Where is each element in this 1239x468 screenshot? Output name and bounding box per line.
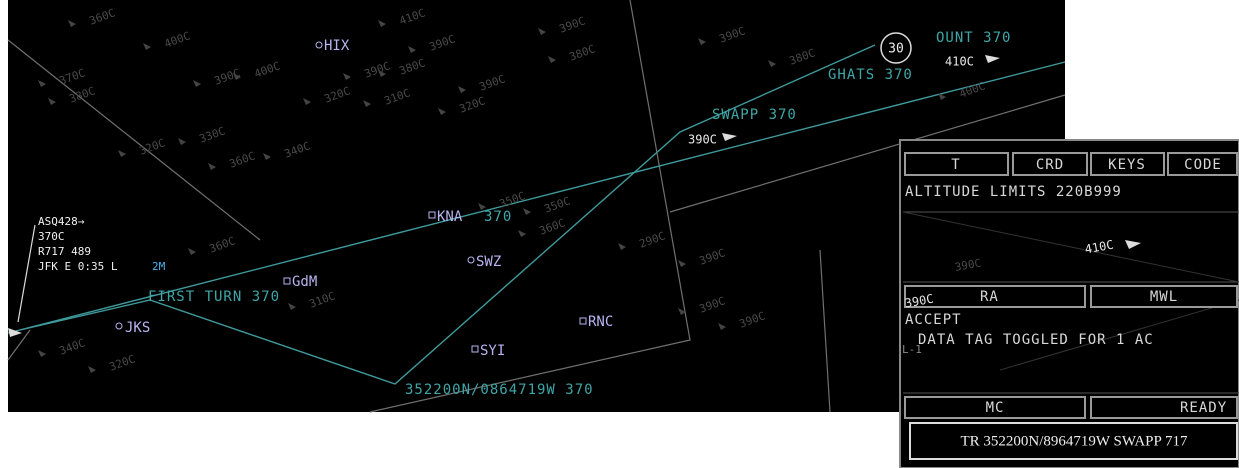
route-label: SWAPP 370 [712,107,797,123]
datablock-altitude: 370C [38,230,65,243]
tab-label[interactable]: CODE [1184,157,1222,173]
fix-label: SWZ [476,254,501,270]
button-label[interactable]: MC [986,400,1005,416]
aircraft-label: 390C [688,133,717,147]
status: ACCEPT [905,312,962,328]
datablock-eta: JFK E 0:35 L [38,260,118,273]
holding-number: 30 [888,42,904,57]
page: {"radar": { "fixes": ["HIX", "SWZ", "GdM… [0,0,1239,468]
side-tag: L-1 [902,343,922,356]
aircraft-label: 410C [945,55,974,69]
button-label[interactable]: RA [980,289,999,305]
route-label: GHATS 370 [828,67,913,83]
fix-label: SYI [480,343,505,359]
tab-label[interactable]: T [951,157,960,173]
button-label[interactable]: READY [1180,400,1227,416]
datablock-leader: 2M [152,260,166,273]
datablock-callsign: ASQ428→ [38,215,85,228]
fix-label: KNA [437,209,463,225]
fix-label: GdM [292,274,317,290]
fix-label: RNC [588,314,613,330]
button-label[interactable]: MWL [1150,289,1178,305]
datablock-route: R717 489 [38,245,91,258]
tab-label[interactable]: KEYS [1108,157,1146,173]
message: DATA TAG TOGGLED FOR 1 AC [918,332,1154,348]
route-label: FIRST TURN 370 [148,289,280,305]
route-label: OUNT 370 [936,30,1011,46]
fix-label: HIX [324,38,350,54]
altitude-limits: ALTITUDE LIMITS 220B999 [905,184,1122,200]
route-label: 370 [484,209,512,225]
route-label: 352200N/0864719W 370 [405,382,594,398]
tab-label[interactable]: CRD [1036,157,1064,173]
command-text[interactable]: TR 352200N/8964719W SWAPP 717 [960,433,1188,449]
screen: HIX SWZ GdM JKS RNC SYI KNA OUNT 370 GHA… [0,0,1239,468]
fix-label: JKS [125,320,150,336]
